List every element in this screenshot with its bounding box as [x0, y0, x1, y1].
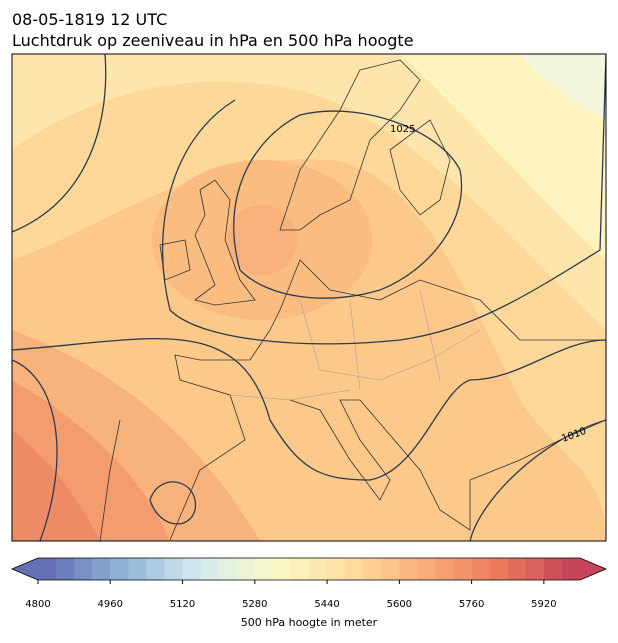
date-title: 08-05-1819 12 UTC — [12, 10, 167, 29]
colorbar-bin — [543, 558, 563, 580]
colorbar-bin — [254, 558, 274, 580]
colorbar-bin — [399, 558, 418, 580]
colorbar-tick-label: 4800 — [25, 599, 50, 610]
colorbar-extend-high — [580, 558, 606, 580]
colorbar-bin — [489, 558, 509, 580]
colorbar-bin — [561, 558, 581, 580]
colorbar-bin — [363, 558, 382, 580]
colorbar-bin — [290, 558, 310, 580]
colorbar-extend-low — [12, 558, 38, 580]
contour-label: 1025 — [390, 124, 415, 135]
colorbar-bin — [218, 558, 238, 580]
colorbar-tick-label: 5920 — [531, 599, 556, 610]
colorbar-bin — [453, 558, 473, 580]
map-title: Luchtdruk op zeeniveau in hPa en 500 hPa… — [12, 31, 414, 50]
coastline — [279, 59, 421, 231]
colorbar-bin — [525, 558, 545, 580]
map: 1025 1010 — [12, 54, 606, 541]
colorbar-bin — [272, 558, 292, 580]
colorbar-bin — [56, 558, 75, 580]
colorbar-bin — [381, 558, 400, 580]
isobar — [161, 54, 606, 345]
colorbar-tick-label: 5440 — [314, 599, 339, 610]
colorbar-label: 500 hPa hoogte in meter — [241, 616, 378, 629]
isobar — [12, 338, 606, 481]
colorbar-bin — [507, 558, 527, 580]
colorbar-tick-label: 5760 — [459, 599, 484, 610]
coastline — [99, 329, 271, 541]
colorbar-bin — [92, 558, 111, 580]
coastline — [269, 259, 606, 341]
colorbar-bin — [200, 558, 220, 580]
colorbar-bin — [327, 558, 346, 580]
colorbar-bin — [471, 558, 491, 580]
coastline — [389, 119, 451, 216]
isobar — [12, 359, 58, 541]
colorbar-bin — [345, 558, 364, 580]
colorbar-bin — [74, 558, 93, 580]
map-frame — [11, 53, 607, 542]
isobar — [149, 481, 196, 525]
coastline — [194, 179, 256, 306]
border — [229, 289, 481, 401]
colorbar-tick-label: 4960 — [98, 599, 123, 610]
colorbar-tick-label: 5600 — [387, 599, 412, 610]
coastline — [289, 399, 606, 531]
isobar — [12, 54, 107, 233]
colorbar-bin — [309, 558, 328, 580]
colorbar-bin — [417, 558, 436, 580]
colorbar-bin — [182, 558, 202, 580]
isobar — [469, 419, 606, 541]
colorbar-outline — [10, 557, 608, 581]
colorbar-bin — [146, 558, 165, 580]
colorbar-bin — [164, 558, 184, 580]
colorbar-tick-label: 5120 — [170, 599, 195, 610]
colorbar-bin — [110, 558, 129, 580]
colorbar-bin — [236, 558, 256, 580]
colorbar-tick-label: 5280 — [242, 599, 267, 610]
colorbar-bin — [38, 558, 57, 580]
colorbar-bin — [435, 558, 455, 580]
isobar — [233, 110, 463, 299]
colorbar-bin — [128, 558, 147, 580]
colorbar: 4800 4960 5120 5280 5440 5600 5760 5920 — [10, 557, 608, 610]
